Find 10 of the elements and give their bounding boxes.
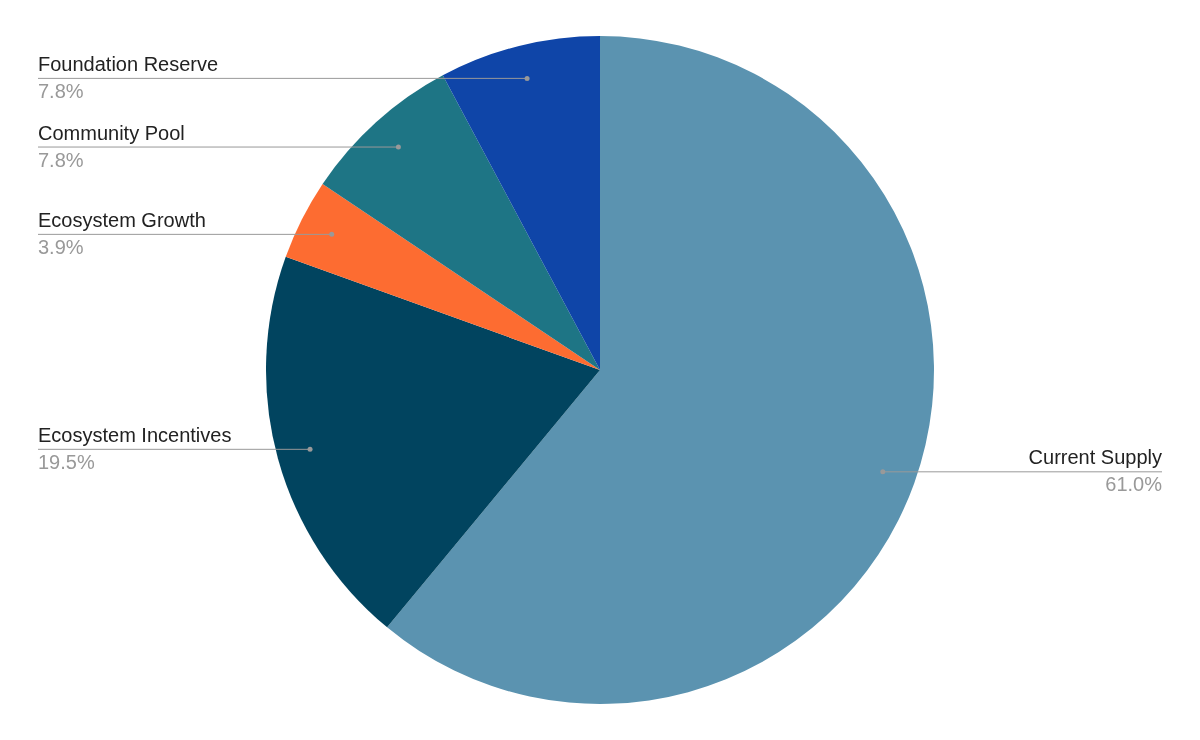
data-label: 61.0% bbox=[1105, 473, 1163, 496]
slice-label: Current Supply bbox=[1028, 446, 1162, 469]
slice-label: Ecosystem Incentives bbox=[38, 423, 232, 446]
data-label: 7.8% bbox=[38, 79, 84, 102]
data-label: 3.9% bbox=[38, 235, 84, 258]
slice-label: Community Pool bbox=[38, 121, 185, 144]
data-label: 19.5% bbox=[38, 450, 95, 473]
slice-label: Ecosystem Growth bbox=[38, 208, 206, 231]
data-label: 7.8% bbox=[38, 148, 84, 171]
slice-label: Foundation Reserve bbox=[38, 52, 219, 75]
